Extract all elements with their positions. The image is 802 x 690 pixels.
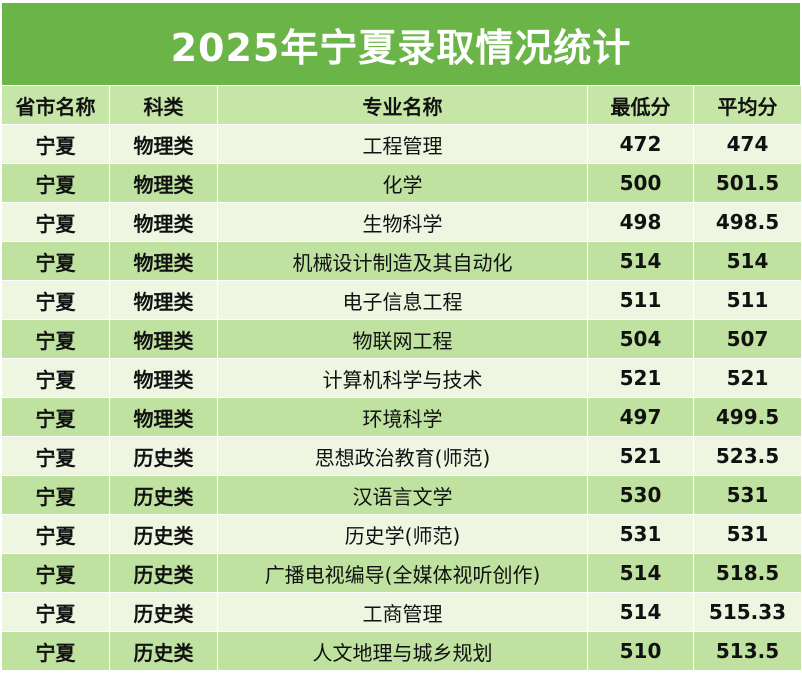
cell-avg-score: 518.5 (693, 553, 802, 593)
cell-province: 宁夏 (1, 514, 110, 554)
cell-min-score: 500 (587, 163, 694, 203)
cell-major: 环境科学 (217, 397, 588, 437)
cell-min-score: 510 (587, 631, 694, 671)
table-row: 宁夏 物理类 工程管理 472 474 (1, 124, 802, 164)
table-row: 宁夏 历史类 人文地理与城乡规划 510 513.5 (1, 631, 802, 671)
cell-major: 思想政治教育(师范) (217, 436, 588, 476)
cell-major: 工商管理 (217, 592, 588, 632)
cell-province: 宁夏 (1, 436, 110, 476)
cell-min-score: 497 (587, 397, 694, 437)
cell-category: 历史类 (109, 553, 218, 593)
cell-avg-score: 531 (693, 514, 802, 554)
table-row: 宁夏 物理类 生物科学 498 498.5 (1, 202, 802, 242)
table-row: 宁夏 历史类 历史学(师范) 531 531 (1, 514, 802, 554)
table-header-row: 省市名称 科类 专业名称 最低分 平均分 (1, 85, 802, 125)
cell-province: 宁夏 (1, 397, 110, 437)
cell-major: 计算机科学与技术 (217, 358, 588, 398)
cell-major: 物联网工程 (217, 319, 588, 359)
cell-min-score: 498 (587, 202, 694, 242)
cell-min-score: 504 (587, 319, 694, 359)
column-header-category: 科类 (109, 85, 218, 125)
cell-avg-score: 513.5 (693, 631, 802, 671)
cell-category: 物理类 (109, 319, 218, 359)
cell-min-score: 511 (587, 280, 694, 320)
cell-major: 工程管理 (217, 124, 588, 164)
cell-category: 历史类 (109, 514, 218, 554)
cell-avg-score: 511 (693, 280, 802, 320)
cell-min-score: 472 (587, 124, 694, 164)
table-row: 宁夏 历史类 思想政治教育(师范) 521 523.5 (1, 436, 802, 476)
cell-category: 物理类 (109, 124, 218, 164)
table-row: 宁夏 历史类 汉语言文学 530 531 (1, 475, 802, 515)
cell-category: 历史类 (109, 592, 218, 632)
cell-major: 化学 (217, 163, 588, 203)
cell-avg-score: 521 (693, 358, 802, 398)
cell-category: 物理类 (109, 358, 218, 398)
cell-min-score: 514 (587, 553, 694, 593)
cell-category: 历史类 (109, 436, 218, 476)
cell-min-score: 514 (587, 592, 694, 632)
cell-major: 广播电视编导(全媒体视听创作) (217, 553, 588, 593)
cell-province: 宁夏 (1, 280, 110, 320)
cell-major: 人文地理与城乡规划 (217, 631, 588, 671)
cell-avg-score: 501.5 (693, 163, 802, 203)
cell-category: 物理类 (109, 280, 218, 320)
table-row: 宁夏 物理类 环境科学 497 499.5 (1, 397, 802, 437)
table-body: 宁夏 物理类 工程管理 472 474 宁夏 物理类 化学 500 501.5 宁夏 物理类 生物科学 4… (1, 124, 802, 671)
cell-major: 生物科学 (217, 202, 588, 242)
cell-avg-score: 507 (693, 319, 802, 359)
cell-province: 宁夏 (1, 202, 110, 242)
cell-avg-score: 499.5 (693, 397, 802, 437)
table-row: 宁夏 历史类 工商管理 514 515.33 (1, 592, 802, 632)
column-header-province: 省市名称 (1, 85, 110, 125)
cell-avg-score: 474 (693, 124, 802, 164)
cell-province: 宁夏 (1, 592, 110, 632)
cell-avg-score: 514 (693, 241, 802, 281)
cell-province: 宁夏 (1, 553, 110, 593)
cell-min-score: 531 (587, 514, 694, 554)
table-row: 宁夏 物理类 计算机科学与技术 521 521 (1, 358, 802, 398)
cell-category: 物理类 (109, 241, 218, 281)
cell-province: 宁夏 (1, 319, 110, 359)
cell-major: 电子信息工程 (217, 280, 588, 320)
table-row: 宁夏 物理类 电子信息工程 511 511 (1, 280, 802, 320)
cell-min-score: 521 (587, 358, 694, 398)
cell-major: 汉语言文学 (217, 475, 588, 515)
table-row: 宁夏 物理类 机械设计制造及其自动化 514 514 (1, 241, 802, 281)
cell-province: 宁夏 (1, 475, 110, 515)
cell-category: 物理类 (109, 163, 218, 203)
cell-category: 物理类 (109, 202, 218, 242)
cell-province: 宁夏 (1, 124, 110, 164)
cell-province: 宁夏 (1, 358, 110, 398)
column-header-min-score: 最低分 (587, 85, 694, 125)
table-row: 宁夏 历史类 广播电视编导(全媒体视听创作) 514 518.5 (1, 553, 802, 593)
cell-min-score: 514 (587, 241, 694, 281)
cell-category: 历史类 (109, 475, 218, 515)
admission-statistics-sheet: 2025年宁夏录取情况统计 省市名称 科类 专业名称 最低分 平均分 宁夏 物理类… (0, 3, 802, 690)
cell-province: 宁夏 (1, 631, 110, 671)
cell-min-score: 521 (587, 436, 694, 476)
cell-avg-score: 498.5 (693, 202, 802, 242)
cell-category: 物理类 (109, 397, 218, 437)
admission-table: 省市名称 科类 专业名称 最低分 平均分 宁夏 物理类 工程管理 472 474 宁夏 物理… (1, 85, 802, 671)
column-header-major: 专业名称 (217, 85, 588, 125)
cell-major: 机械设计制造及其自动化 (217, 241, 588, 281)
cell-avg-score: 523.5 (693, 436, 802, 476)
cell-avg-score: 515.33 (693, 592, 802, 632)
table-row: 宁夏 物理类 物联网工程 504 507 (1, 319, 802, 359)
column-header-avg-score: 平均分 (693, 85, 802, 125)
cell-category: 历史类 (109, 631, 218, 671)
cell-province: 宁夏 (1, 163, 110, 203)
cell-province: 宁夏 (1, 241, 110, 281)
cell-min-score: 530 (587, 475, 694, 515)
table-row: 宁夏 物理类 化学 500 501.5 (1, 163, 802, 203)
page-title: 2025年宁夏录取情况统计 (2, 3, 800, 85)
cell-major: 历史学(师范) (217, 514, 588, 554)
cell-avg-score: 531 (693, 475, 802, 515)
